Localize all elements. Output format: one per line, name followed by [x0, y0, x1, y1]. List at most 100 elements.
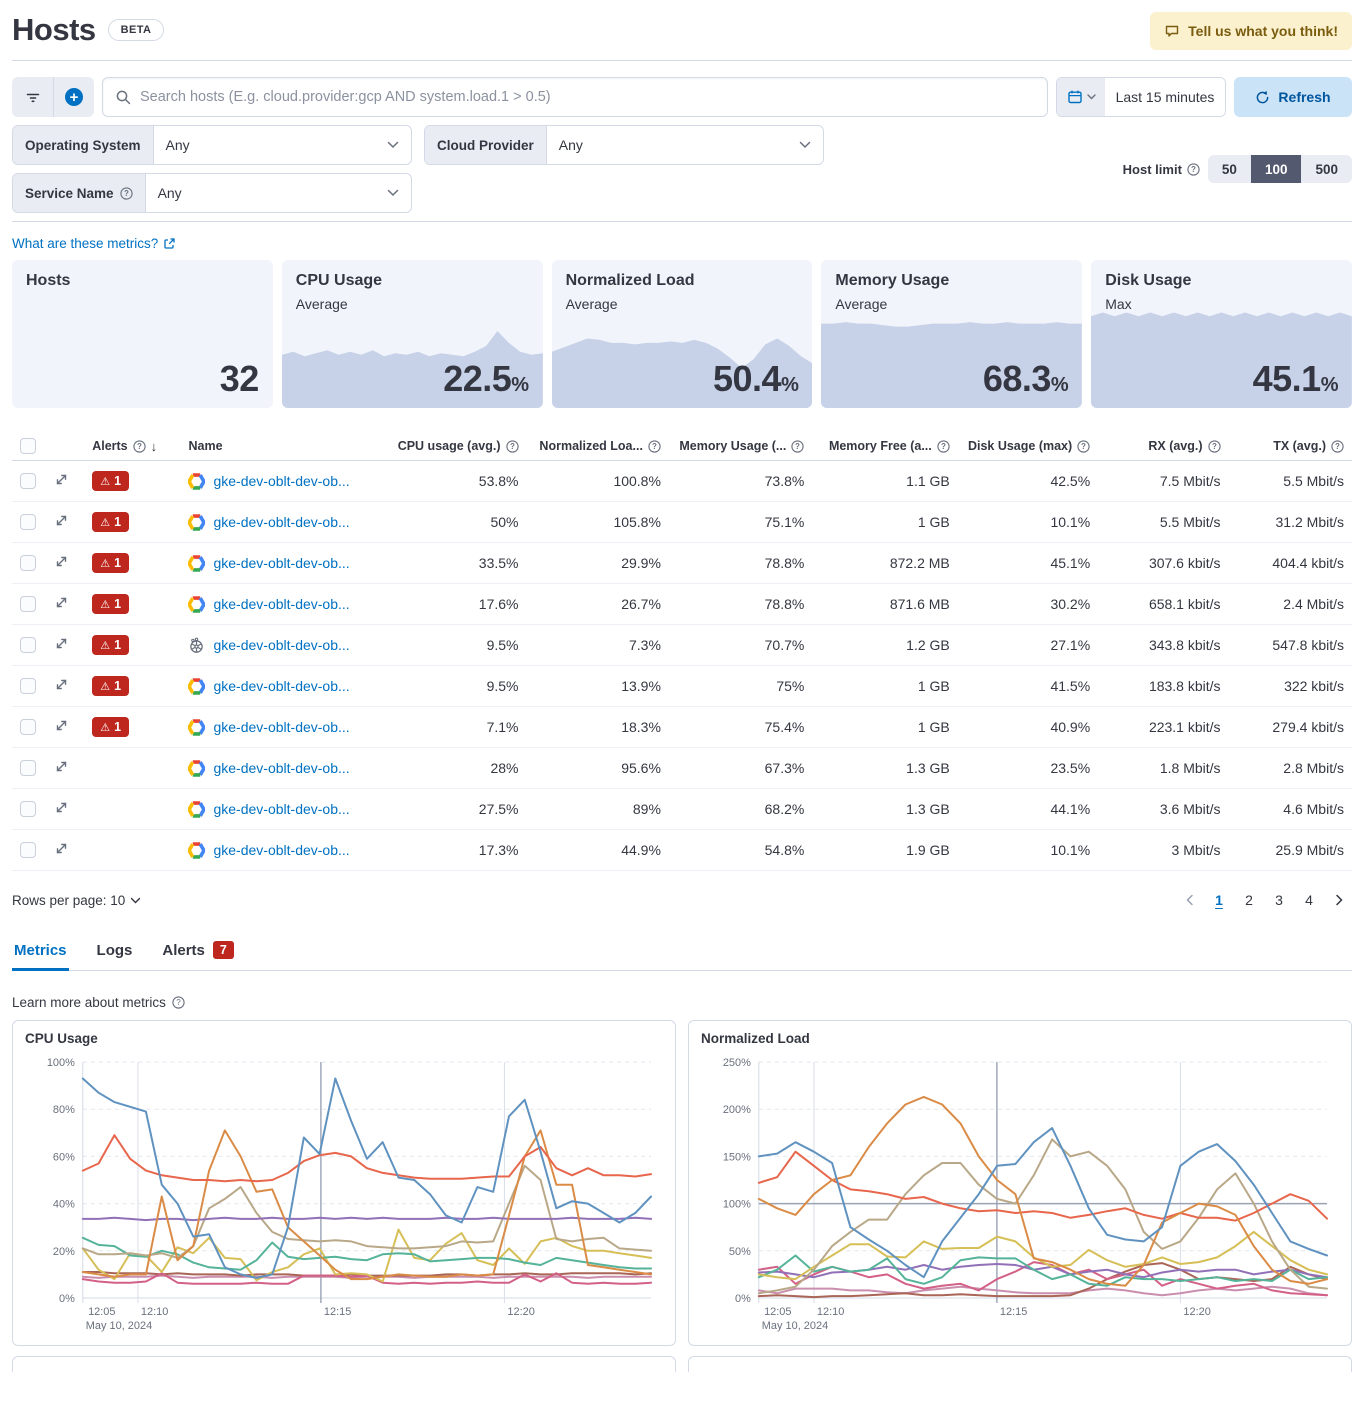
kpi-title: Memory Usage: [835, 272, 950, 289]
search-input[interactable]: [140, 89, 1035, 105]
column-header[interactable]: Normalized Loa...?: [526, 432, 669, 461]
host-limit-option-50[interactable]: 50: [1221, 161, 1237, 177]
tab-alerts[interactable]: Alerts 7: [160, 933, 235, 970]
expand-icon: [54, 759, 69, 774]
table-row: ⚠ 1 gke-dev-oblt-dev-ob... 7.1% 18.3% 75.4% 1 …: [12, 706, 1352, 748]
kpi-tile-disk-usage[interactable]: Disk Usage Max 45.1%: [1091, 260, 1352, 408]
cloud-provider-select[interactable]: Cloud Provider Any: [424, 125, 824, 165]
page-3-button[interactable]: 3: [1275, 892, 1283, 908]
toolbar: + Last 15 minutes: [12, 77, 1352, 117]
host-name-link[interactable]: gke-dev-oblt-dev-ob...: [213, 637, 350, 653]
column-header[interactable]: CPU usage (avg.)?: [381, 432, 527, 461]
service-name-select[interactable]: Service Name ? Any: [12, 173, 412, 213]
expand-row-button[interactable]: [46, 460, 85, 502]
expand-row-button[interactable]: [46, 542, 85, 584]
column-header[interactable]: Memory Free (a...?: [812, 432, 958, 461]
row-checkbox[interactable]: [20, 514, 36, 530]
prev-page-button[interactable]: [1176, 887, 1202, 913]
time-range-button[interactable]: Last 15 minutes: [1105, 78, 1225, 116]
svg-text:?: ?: [510, 442, 515, 451]
row-checkbox[interactable]: [20, 760, 36, 776]
host-name-link[interactable]: gke-dev-oblt-dev-ob...: [213, 596, 350, 612]
kpi-title: Disk Usage: [1105, 272, 1192, 289]
speech-bubble-icon: [1164, 23, 1180, 39]
host-limit-option-100[interactable]: 100: [1250, 155, 1302, 183]
page-2-button[interactable]: 2: [1245, 892, 1253, 908]
row-checkbox[interactable]: [20, 678, 36, 694]
kpi-subtitle: Max: [1105, 296, 1132, 312]
memory-usage-cell: 78.8%: [668, 542, 813, 584]
warning-triangle-icon: ⚠: [100, 557, 111, 570]
what-are-these-metrics-link[interactable]: What are these metrics?: [12, 236, 176, 251]
row-checkbox[interactable]: [20, 842, 36, 858]
host-name-link[interactable]: gke-dev-oblt-dev-ob...: [213, 842, 350, 858]
alert-count-badge[interactable]: ⚠ 1: [92, 512, 130, 532]
alert-count-badge[interactable]: ⚠ 1: [92, 717, 130, 737]
column-header[interactable]: Alerts? ↓: [84, 432, 181, 461]
expand-row-button[interactable]: [46, 665, 85, 707]
page-4-button[interactable]: 4: [1305, 892, 1313, 908]
external-link-icon: [163, 237, 176, 250]
row-checkbox[interactable]: [20, 801, 36, 817]
row-checkbox[interactable]: [20, 473, 36, 489]
row-checkbox[interactable]: [20, 719, 36, 735]
host-name-link[interactable]: gke-dev-oblt-dev-ob...: [213, 473, 350, 489]
kpi-tile-memory-usage[interactable]: Memory Usage Average 68.3%: [821, 260, 1083, 408]
column-header[interactable]: RX (avg.)?: [1098, 432, 1229, 461]
refresh-button[interactable]: Refresh: [1234, 77, 1352, 117]
next-page-button[interactable]: [1326, 887, 1352, 913]
expand-row-button[interactable]: [46, 501, 85, 543]
expand-row-button[interactable]: [46, 829, 85, 871]
gcp-cloud-icon: [188, 841, 206, 859]
expand-row-button[interactable]: [46, 747, 85, 789]
alert-count-badge[interactable]: ⚠ 1: [92, 471, 130, 491]
column-header[interactable]: Memory Usage (...?: [668, 432, 813, 461]
os-select[interactable]: Operating System Any: [12, 125, 412, 165]
alert-count-badge[interactable]: ⚠ 1: [92, 553, 130, 573]
cpu-usage-chart-panel: CPU Usage 0% 20% 40% 60% 80% 100% 12:05 12:10 12…: [12, 1020, 676, 1346]
rows-per-page-button[interactable]: Rows per page: 10: [12, 893, 141, 908]
column-header[interactable]: TX (avg.)?: [1228, 432, 1352, 461]
row-checkbox[interactable]: [20, 555, 36, 571]
host-name-link[interactable]: gke-dev-oblt-dev-ob...: [213, 678, 350, 694]
time-range-label: Last 15 minutes: [1115, 89, 1215, 105]
row-checkbox[interactable]: [20, 637, 36, 653]
host-name-link[interactable]: gke-dev-oblt-dev-ob...: [213, 514, 350, 530]
tab-label: Alerts: [162, 941, 205, 959]
page-1-button[interactable]: 1: [1215, 892, 1223, 908]
alert-count-badge[interactable]: ⚠ 1: [92, 635, 130, 655]
date-picker-calendar-button[interactable]: [1057, 78, 1105, 116]
tab-logs[interactable]: Logs: [95, 933, 135, 970]
normalized-load-chart[interactable]: 0% 50% 100% 150% 200% 250% 12:05 12:10 12:15 12:2…: [701, 1048, 1339, 1344]
host-name-link[interactable]: gke-dev-oblt-dev-ob...: [213, 760, 350, 776]
cpu-usage-chart[interactable]: 0% 20% 40% 60% 80% 100% 12:05 12:10 12:15 12:20 Ma…: [25, 1048, 663, 1344]
disk-usage-cell: 45.1%: [957, 542, 1099, 584]
expand-row-button[interactable]: [46, 624, 85, 666]
chart-title: Normalized Load: [701, 1031, 810, 1046]
column-header[interactable]: Disk Usage (max)?: [957, 432, 1099, 461]
expand-row-button[interactable]: [46, 788, 85, 830]
column-header[interactable]: Name: [180, 432, 382, 461]
select-all-checkbox[interactable]: [20, 438, 36, 454]
alert-count-badge[interactable]: ⚠ 1: [92, 594, 130, 614]
host-limit-option-500[interactable]: 500: [1315, 161, 1338, 177]
host-name-link[interactable]: gke-dev-oblt-dev-ob...: [213, 719, 350, 735]
kpi-value: 45.1%: [1252, 358, 1339, 399]
host-name-link[interactable]: gke-dev-oblt-dev-ob...: [213, 555, 350, 571]
host-name-link[interactable]: gke-dev-oblt-dev-ob...: [213, 801, 350, 817]
filter-icon-button[interactable]: [12, 77, 53, 117]
add-filter-button[interactable]: +: [53, 77, 94, 117]
table-row: ⚠ 1 gke-dev-oblt-dev-ob... 9.5% 13.9% 75% 1 GB…: [12, 665, 1352, 707]
tab-metrics[interactable]: Metrics: [12, 933, 69, 971]
expand-row-button[interactable]: [46, 706, 85, 748]
normalized-load-cell: 29.9%: [526, 542, 669, 584]
disk-usage-cell: 27.1%: [957, 624, 1099, 666]
expand-row-button[interactable]: [46, 583, 85, 625]
svg-text:150%: 150%: [723, 1151, 751, 1163]
kpi-tile-cpu-usage[interactable]: CPU Usage Average 22.5%: [281, 260, 543, 408]
kpi-tile-normalized-load[interactable]: Normalized Load Average 50.4%: [551, 260, 813, 408]
feedback-button[interactable]: Tell us what you think!: [1150, 12, 1352, 50]
kpi-tile-hosts[interactable]: Hosts 32: [12, 260, 273, 408]
alert-count-badge[interactable]: ⚠ 1: [92, 676, 130, 696]
row-checkbox[interactable]: [20, 596, 36, 612]
